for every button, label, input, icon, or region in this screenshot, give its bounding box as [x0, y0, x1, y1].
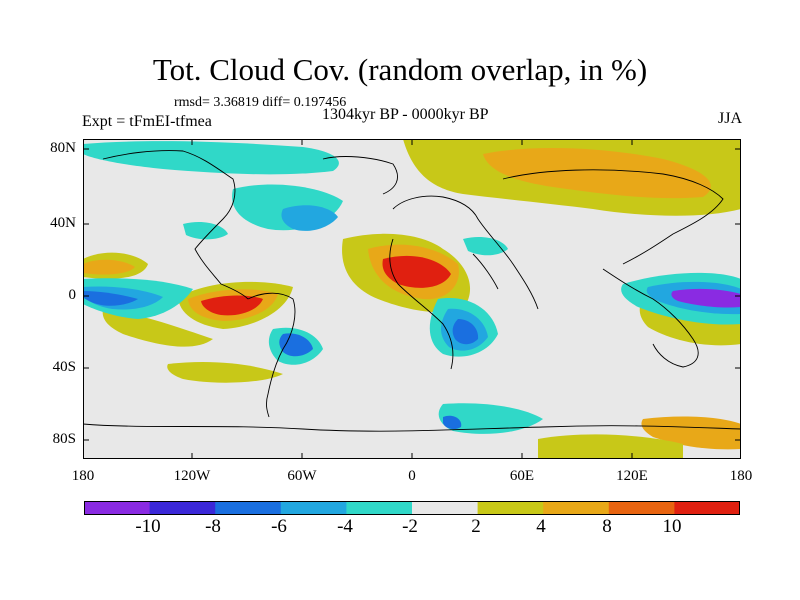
- period-label: 1304kyr BP - 0000kyr BP: [322, 106, 489, 123]
- colorbar-swatch: [149, 501, 216, 515]
- lat-label-80s: 80S: [52, 431, 76, 447]
- lat-label-40n: 40N: [50, 215, 76, 231]
- colorbar-label-8: 8: [602, 516, 612, 537]
- axis-ticks: [83, 139, 741, 459]
- season-label: JJA: [717, 110, 742, 127]
- colorbar-label-neg8: -8: [205, 516, 221, 537]
- lat-label-80n: 80N: [50, 140, 76, 156]
- colorbar-label-neg2: -2: [402, 516, 418, 537]
- map-title: Tot. Cloud Cov. (random overlap, in %): [152, 52, 648, 87]
- colorbar: [84, 501, 740, 515]
- colorbar-swatch: [477, 501, 544, 515]
- colorbar-swatch: [412, 501, 479, 515]
- colorbar-swatch: [543, 501, 610, 515]
- colorbar-swatch: [84, 501, 151, 515]
- experiment-label: Expt = tFmEI-tfmea: [82, 113, 212, 130]
- colorbar-label-neg10: -10: [135, 516, 161, 537]
- colorbar-swatch: [215, 501, 282, 515]
- colorbar-label-neg6: -6: [271, 516, 287, 537]
- colorbar-swatch: [280, 501, 347, 515]
- lon-label-60w: 60W: [287, 468, 317, 484]
- lon-label-120w: 120W: [173, 468, 211, 484]
- coastlines: [83, 150, 741, 432]
- lon-label-180w: 180: [71, 468, 95, 484]
- lat-label-0: 0: [68, 287, 77, 303]
- lon-label-120e: 120E: [616, 468, 648, 484]
- colorbar-label-10: 10: [662, 516, 682, 537]
- rmsd-diff-stats: rmsd= 3.36819 diff= 0.197456: [174, 95, 347, 110]
- colorbar-label-neg4: -4: [337, 516, 353, 537]
- colorbar-swatch: [346, 501, 413, 515]
- lon-label-180e: 180: [729, 468, 753, 484]
- colorbar-frame: [84, 501, 740, 515]
- colorbar-label-2: 2: [471, 516, 481, 537]
- colorbar-swatch: [674, 501, 740, 515]
- lon-label-0: 0: [408, 468, 416, 484]
- colorbar-swatch: [608, 501, 675, 515]
- colorbar-swatches: [84, 501, 740, 515]
- lon-label-60e: 60E: [509, 468, 535, 484]
- world-map-panel: [83, 139, 741, 459]
- colorbar-label-4: 4: [536, 516, 546, 537]
- anomaly-field: [83, 139, 741, 459]
- lat-label-40s: 40S: [52, 359, 76, 375]
